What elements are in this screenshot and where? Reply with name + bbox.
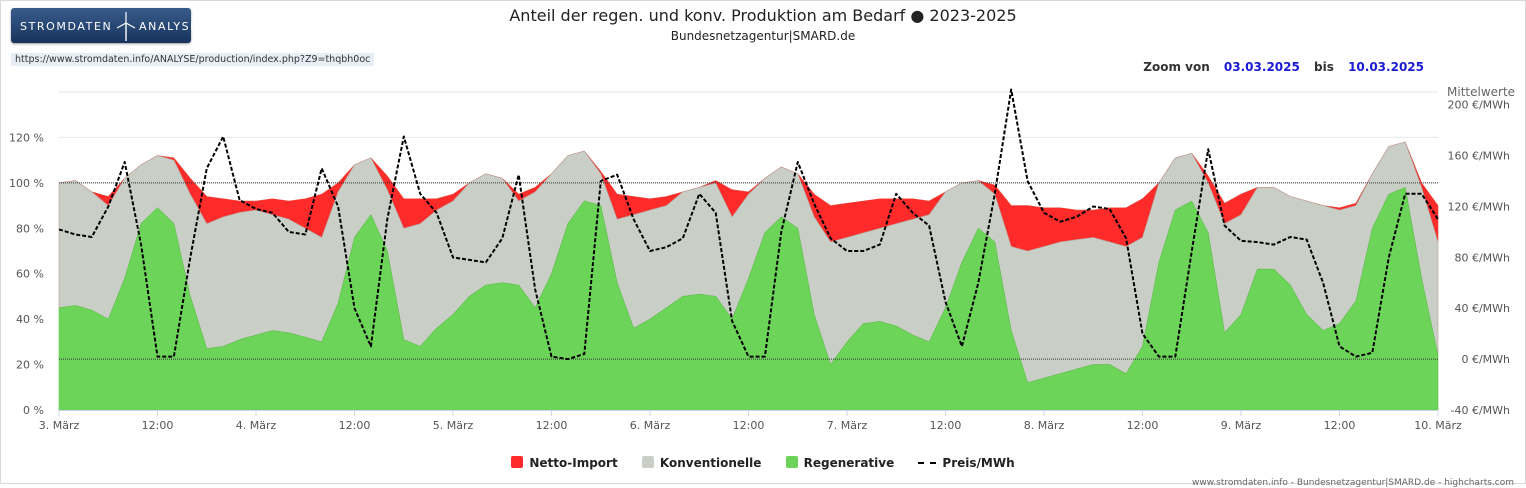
legend-swatch-import (511, 456, 524, 468)
stromdaten-logo[interactable]: STROMDATEN ANALYSE (11, 8, 197, 43)
y-left-tick-label-3: 60 % (16, 268, 44, 281)
x-tick-label-6: 6. März (630, 419, 671, 432)
zoom-from-date[interactable]: 03.03.2025 (1223, 60, 1300, 74)
y-right-tick-label-6: 200 €/MWh (1447, 99, 1510, 112)
logo-text-left: STROMDATEN (20, 20, 113, 33)
x-tick-label-8: 7. März (827, 419, 868, 432)
x-tick-label-13: 12:00 (1324, 419, 1356, 432)
zoom-to-label: bis (1314, 60, 1334, 74)
y-right-tick-label-3: 80 €/MWh (1454, 251, 1510, 264)
legend-label-import: Netto-Import (529, 456, 618, 470)
line-preis[interactable] (58, 88, 1439, 361)
y-right-tick-label-4: 120 €/MWh (1447, 200, 1510, 213)
chart-title: Anteil der regen. und konv. Produktion a… (509, 6, 1017, 25)
x-tick-label-0: 3. März (39, 419, 80, 432)
legend-item-import[interactable]: Netto-Import (511, 456, 618, 470)
legend-label-renewable: Regenerative (803, 456, 895, 470)
y-right-tick-label-2: 40 €/MWh (1454, 302, 1510, 315)
legend-item-renewable[interactable]: Regenerative (785, 456, 895, 470)
legend-swatch-renewable (785, 456, 798, 468)
x-tick-label-14: 10. März (1414, 419, 1462, 432)
x-tick-label-2: 4. März (236, 419, 277, 432)
legend-item-price[interactable]: Preis/MWh (918, 456, 1015, 470)
chart-subtitle: Bundesnetzagentur|SMARD.de (670, 29, 856, 43)
legend-item-conventional[interactable]: Konventionelle (641, 456, 762, 470)
zoom-range: Zoom von 03.03.2025 bis 10.03.2025 (1143, 60, 1434, 74)
y-left-tick-label-4: 80 % (16, 222, 44, 235)
y-left-tick-label-6: 120 % (9, 131, 44, 144)
x-tick-label-5: 12:00 (536, 419, 568, 432)
x-tick-label-1: 12:00 (142, 419, 174, 432)
logo-text-right: ANALYSE (139, 20, 199, 33)
chart-legend: Netto-Import Konventionelle Regenerative… (0, 456, 1526, 470)
y-left-tick-label-5: 100 % (9, 177, 44, 190)
zoom-to-date[interactable]: 10.03.2025 (1348, 60, 1424, 74)
x-tick-label-12: 9. März (1221, 419, 1262, 432)
y-left-tick-label-0: 0 % (23, 404, 44, 417)
y-right-tick-label-1: 0 €/MWh (1461, 353, 1510, 366)
mittelwerte-label: Mittelwerte (1447, 85, 1516, 99)
legend-label-conventional: Konventionelle (659, 456, 762, 470)
y-left-tick-label-2: 40 % (16, 313, 44, 326)
x-tick-label-10: 8. März (1024, 419, 1065, 432)
zoom-from-label: Zoom von (1143, 60, 1210, 74)
x-tick-label-9: 12:00 (930, 419, 962, 432)
chart-credits[interactable]: www.stromdaten.info - Bundesnetzagentur|… (1192, 478, 1514, 488)
wind-turbine-icon (116, 12, 136, 41)
y-left-tick-label-1: 20 % (16, 359, 44, 372)
legend-swatch-conventional (641, 456, 654, 468)
legend-swatch-price (918, 462, 937, 464)
x-tick-label-3: 12:00 (339, 419, 371, 432)
x-tick-label-4: 5. März (433, 419, 474, 432)
page-url[interactable]: https://www.stromdaten.info/ANALYSE/prod… (11, 53, 375, 66)
x-tick-label-11: 12:00 (1127, 419, 1159, 432)
y-right-tick-label-0: -40 €/MWh (1450, 404, 1510, 417)
y-right-tick-label-5: 160 €/MWh (1447, 150, 1510, 163)
legend-label-price: Preis/MWh (942, 456, 1015, 470)
x-tick-label-7: 12:00 (733, 419, 765, 432)
